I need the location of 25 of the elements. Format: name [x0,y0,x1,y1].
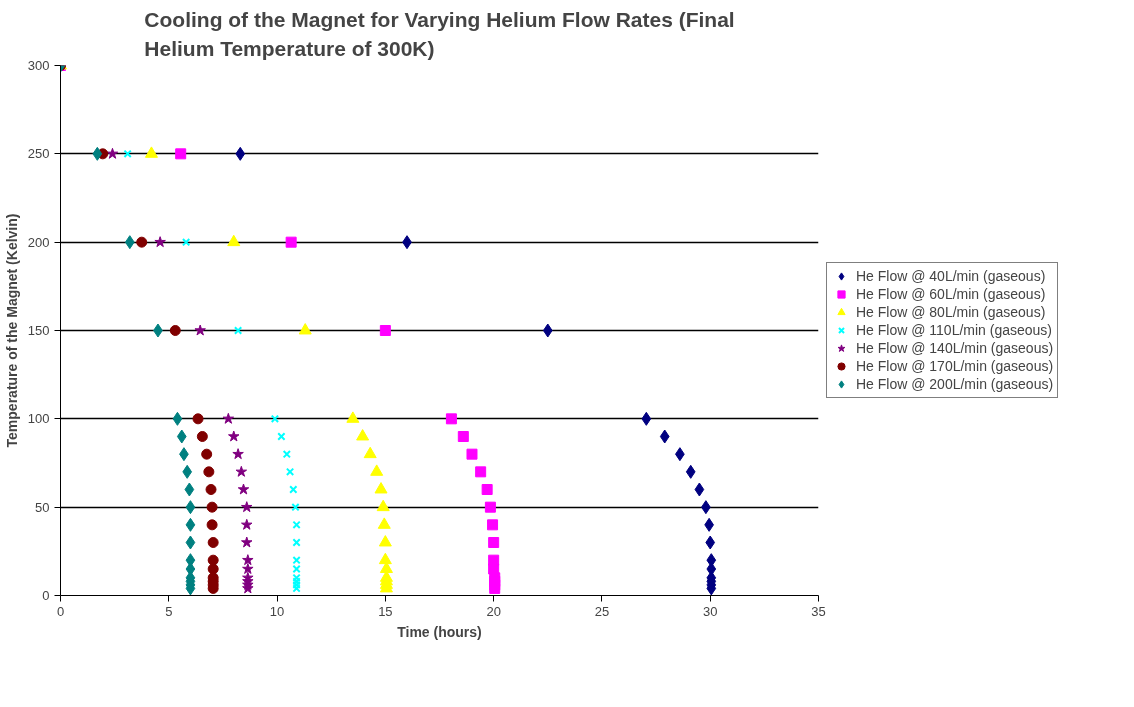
y-tick-label: 50 [35,499,50,515]
y-tick-label: 0 [42,588,50,603]
y-tick-label: 150 [27,323,50,338]
legend-label: He Flow @ 200L/min (gaseous) [856,375,1054,393]
x-tick-label: 30 [702,603,718,619]
legend-label: He Flow @ 140L/min (gaseous) [856,339,1054,357]
legend-label: He Flow @ 60L/min (gaseous) [856,285,1046,303]
legend-label: He Flow @ 40L/min (gaseous) [856,267,1046,285]
x-tick-label: 35 [811,603,826,619]
y-tick-label: 250 [27,146,50,162]
y-tick-label: 100 [27,411,50,427]
chart-title: Cooling of the Magnet for Varying Helium Flow Rates (Final Helium Temperature of 300K) [144,7,735,61]
y-axis-title: Temperature of the Magnet (Kelvin) [3,213,20,448]
x-tick-label: 10 [269,603,285,619]
legend-label: He Flow @ 80L/min (gaseous) [856,303,1046,321]
x-tick-label: 25 [594,603,610,619]
legend-label: He Flow @ 110L/min (gaseous) [856,321,1053,339]
y-tick-label: 300 [27,58,50,73]
x-tick-label: 5 [165,603,173,619]
x-tick-label: 15 [378,603,393,619]
legend-label: He Flow @ 170L/min (gaseous) [856,357,1054,375]
x-tick-label: 20 [486,603,501,619]
y-tick-label: 200 [27,234,50,250]
x-tick-label: 0 [56,603,65,619]
x-axis-title: Time (hours) [397,623,482,640]
